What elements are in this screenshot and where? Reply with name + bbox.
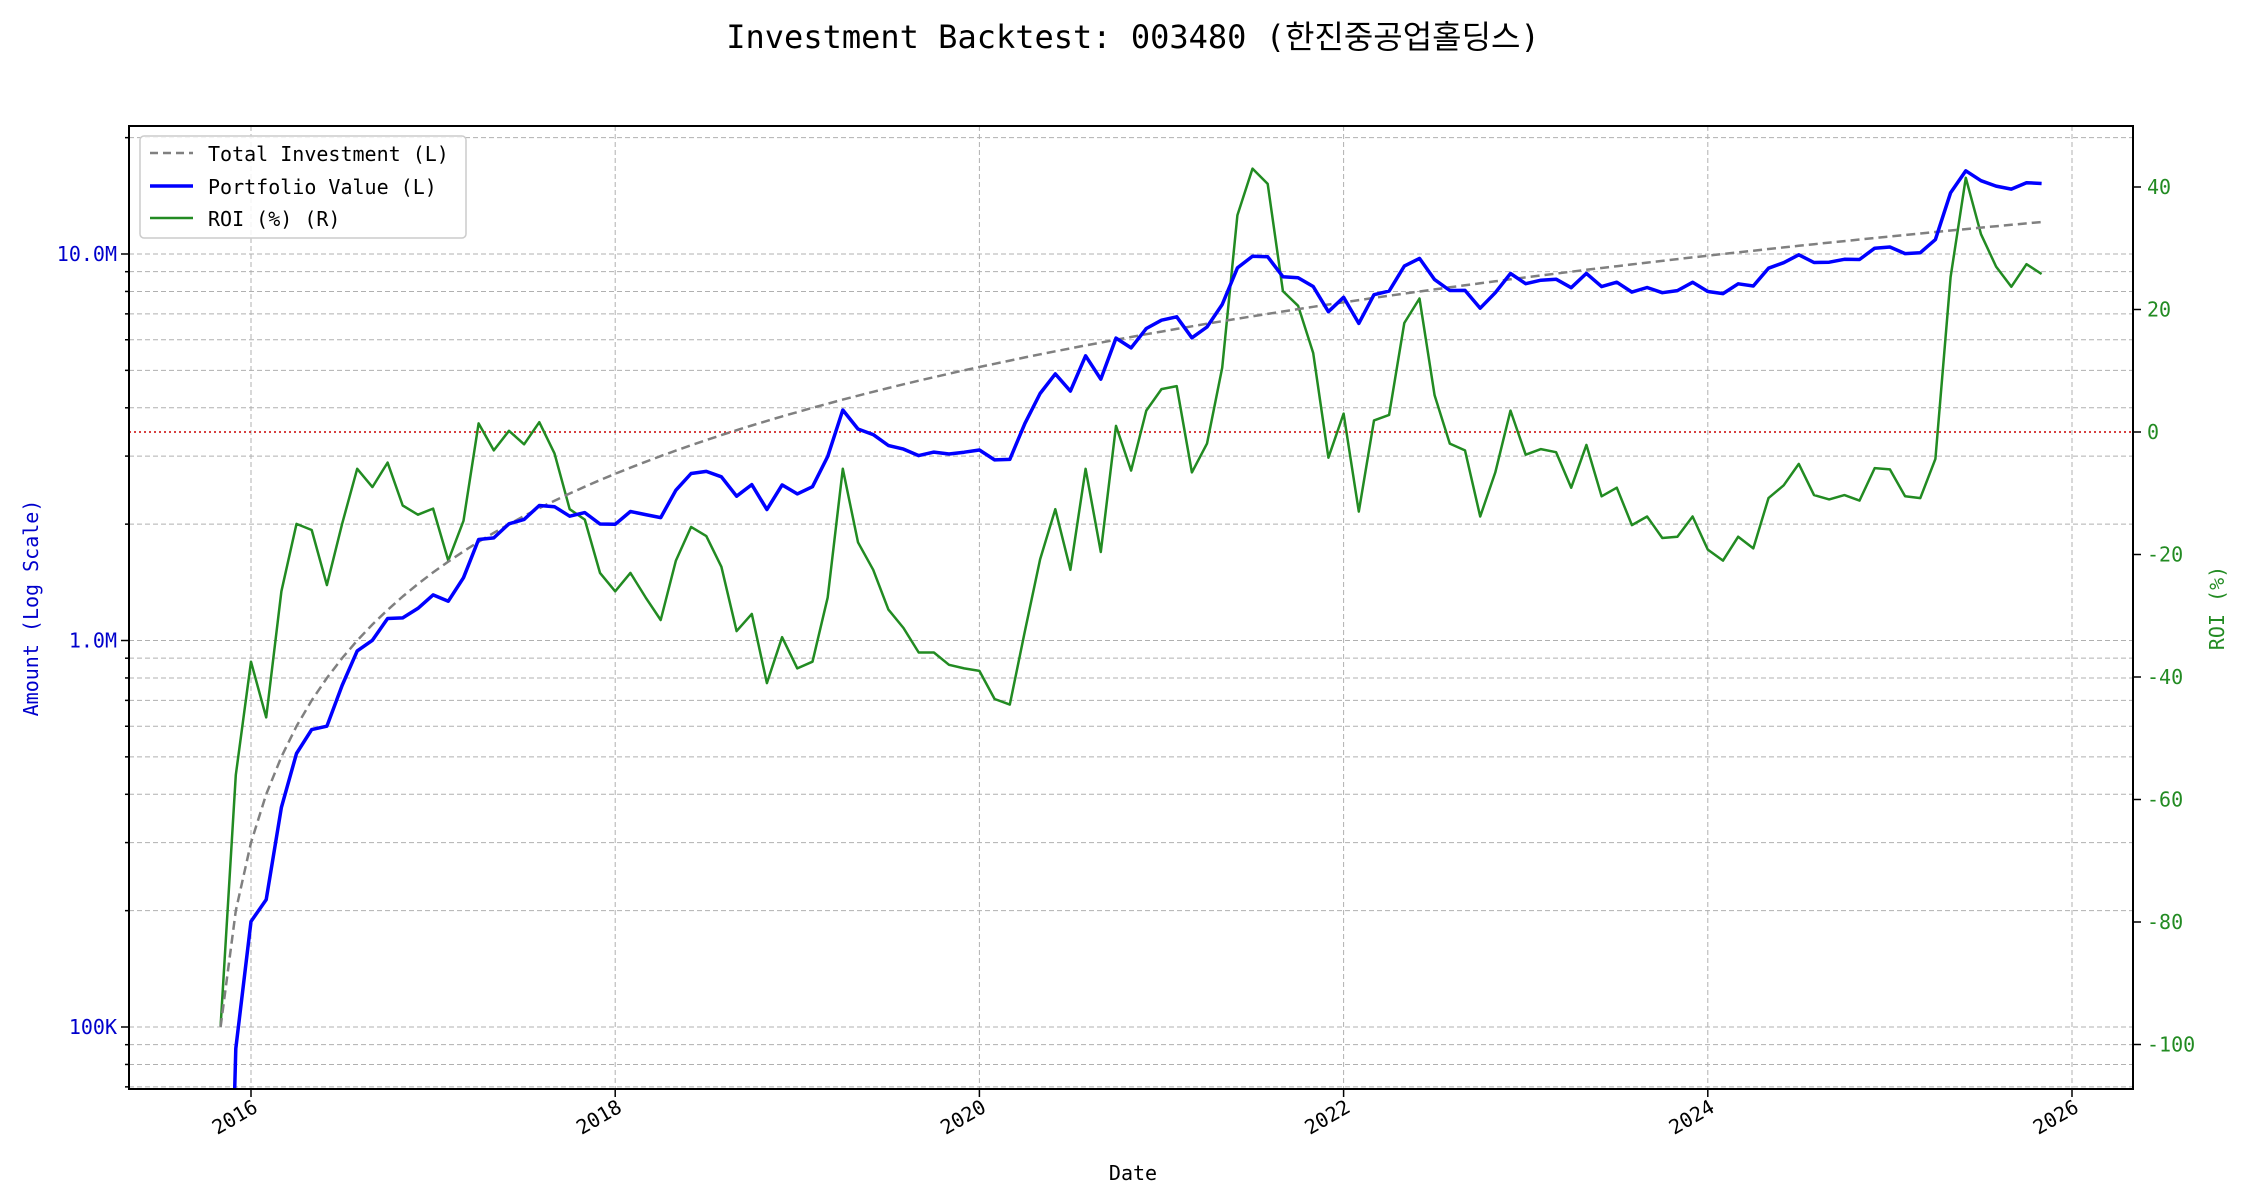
left-y-axis: 100K 1.0M 10.0M: [57, 136, 129, 1088]
chart-title: Investment Backtest: 003480 (한진중공업홀딩스): [726, 18, 1540, 56]
right-tick-label: -80: [2147, 910, 2183, 934]
x-tick-label: 2022: [1300, 1095, 1354, 1140]
right-axis-label: ROI (%): [2205, 566, 2229, 650]
x-axis-label: Date: [1109, 1161, 1157, 1185]
right-tick-label: 0: [2147, 420, 2159, 444]
portfolio-value-line: [232, 169, 2042, 1090]
right-y-axis: -100 -80 -60 -40 -20 0 20 40: [2133, 175, 2195, 1057]
legend: Total Investment (L) Portfolio Value (L)…: [139, 135, 467, 239]
right-tick-label: -40: [2147, 665, 2183, 689]
right-tick-label: -20: [2147, 543, 2183, 567]
legend-label-total-investment: Total Investment (L): [208, 142, 449, 166]
left-tick-label: 10.0M: [57, 242, 117, 266]
x-tick-label: 2018: [572, 1095, 626, 1140]
x-tick-label: 2016: [208, 1095, 262, 1140]
right-tick-label: 40: [2147, 175, 2171, 199]
x-tick-label: 2026: [2029, 1095, 2083, 1140]
right-tick-label: -100: [2147, 1033, 2195, 1057]
total-investment-line: [219, 220, 2042, 1028]
series-lines: [219, 167, 2043, 1090]
right-tick-label: 20: [2147, 298, 2171, 322]
right-tick-label: -60: [2147, 788, 2183, 812]
plot-frame: [128, 125, 2134, 1090]
left-tick-label: 1.0M: [69, 629, 117, 653]
x-axis: 2016 2018 2020 2022 2024 2026: [208, 1089, 2083, 1139]
x-tick-label: 2024: [1665, 1095, 1719, 1140]
legend-box: [139, 135, 467, 239]
left-axis-label: Amount (Log Scale): [19, 500, 43, 717]
roi-line: [219, 167, 2043, 1027]
grid-lines: [129, 126, 2133, 1089]
x-tick-label: 2020: [936, 1095, 990, 1140]
legend-label-portfolio-value: Portfolio Value (L): [208, 175, 437, 199]
left-tick-label: 100K: [69, 1015, 117, 1039]
legend-label-roi: ROI (%) (R): [208, 207, 340, 231]
